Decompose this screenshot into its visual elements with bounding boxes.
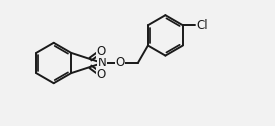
Text: O: O xyxy=(97,45,106,58)
Text: Cl: Cl xyxy=(196,19,208,32)
Text: N: N xyxy=(98,56,107,70)
Text: O: O xyxy=(97,68,106,81)
Text: O: O xyxy=(116,56,125,70)
